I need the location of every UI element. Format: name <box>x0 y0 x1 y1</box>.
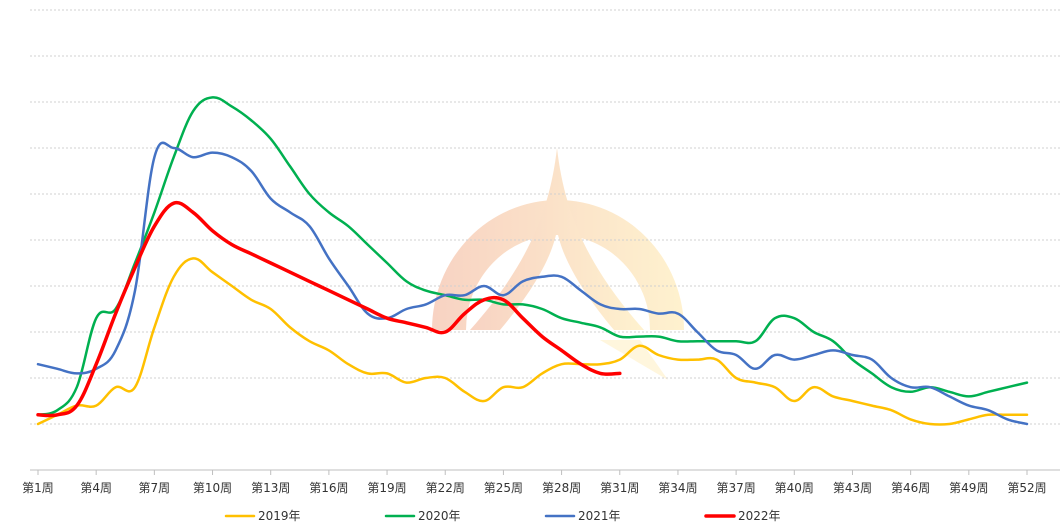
series-lines <box>36 96 1029 426</box>
x-tick-label: 第46周 <box>891 481 930 495</box>
x-tick-label: 第25周 <box>484 481 523 495</box>
watermark-logo <box>432 148 684 380</box>
legend-label: 2021年 <box>578 509 621 523</box>
series-line-2019年 <box>36 257 1029 426</box>
legend-label: 2020年 <box>418 509 461 523</box>
x-tick-label: 第16周 <box>309 481 348 495</box>
x-tick-label: 第40周 <box>775 481 814 495</box>
x-tick-label: 第13周 <box>251 481 290 495</box>
x-tick-label: 第22周 <box>426 481 465 495</box>
series-line-2021年 <box>36 141 1029 426</box>
x-tick-label: 第10周 <box>193 481 232 495</box>
legend: 2019年 2020年 2021年 2022年 <box>224 509 781 523</box>
series-line-2020年 <box>36 96 1029 417</box>
x-tick-label: 第52周 <box>1007 481 1046 495</box>
x-tick-label: 第49周 <box>949 481 988 495</box>
x-tick-label: 第19周 <box>367 481 406 495</box>
legend-label: 2022年 <box>738 509 781 523</box>
legend-label: 2019年 <box>258 509 301 523</box>
x-tick-label: 第1周 <box>22 481 54 495</box>
x-tick-label: 第31周 <box>600 481 639 495</box>
x-axis: 第1周 第4周 第7周 第10周 第13周 第16周 第19周 第22周 第25周 第28周 第31… <box>22 469 1060 495</box>
x-tick-label: 第7周 <box>139 481 171 495</box>
series-line-2022年 <box>36 200 622 418</box>
x-tick-label: 第28周 <box>542 481 581 495</box>
x-tick-label: 第43周 <box>833 481 872 495</box>
x-tick-label: 第37周 <box>716 481 755 495</box>
x-tick-label: 第4周 <box>80 481 112 495</box>
x-tick-label: 第34周 <box>658 481 697 495</box>
